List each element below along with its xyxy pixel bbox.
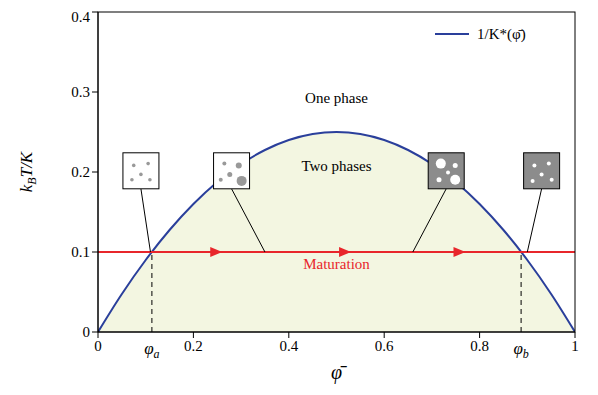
svg-text:0.6: 0.6 — [375, 338, 394, 354]
svg-text:0.3: 0.3 — [71, 84, 90, 100]
svg-text:0.2: 0.2 — [71, 164, 90, 180]
svg-text:Maturation: Maturation — [303, 256, 370, 272]
svg-text:0.1: 0.1 — [71, 244, 90, 260]
svg-text:φ̄: φ̄ — [331, 361, 347, 384]
svg-text:0: 0 — [94, 338, 102, 354]
svg-text:0.8: 0.8 — [470, 338, 489, 354]
svg-text:0.4: 0.4 — [279, 338, 298, 354]
svg-text:1: 1 — [571, 338, 579, 354]
svg-text:1/K*(φ̄): 1/K*(φ̄) — [477, 26, 526, 43]
svg-text:Two phases: Two phases — [301, 158, 371, 174]
svg-text:kBT/K: kBT/K — [17, 150, 39, 192]
svg-text:One phase: One phase — [305, 90, 368, 106]
svg-text:0: 0 — [83, 324, 91, 340]
svg-text:0.4: 0.4 — [71, 9, 90, 25]
svg-text:0.2: 0.2 — [184, 338, 203, 354]
svg-text:φa: φa — [144, 339, 159, 361]
svg-text:φb: φb — [513, 339, 528, 361]
